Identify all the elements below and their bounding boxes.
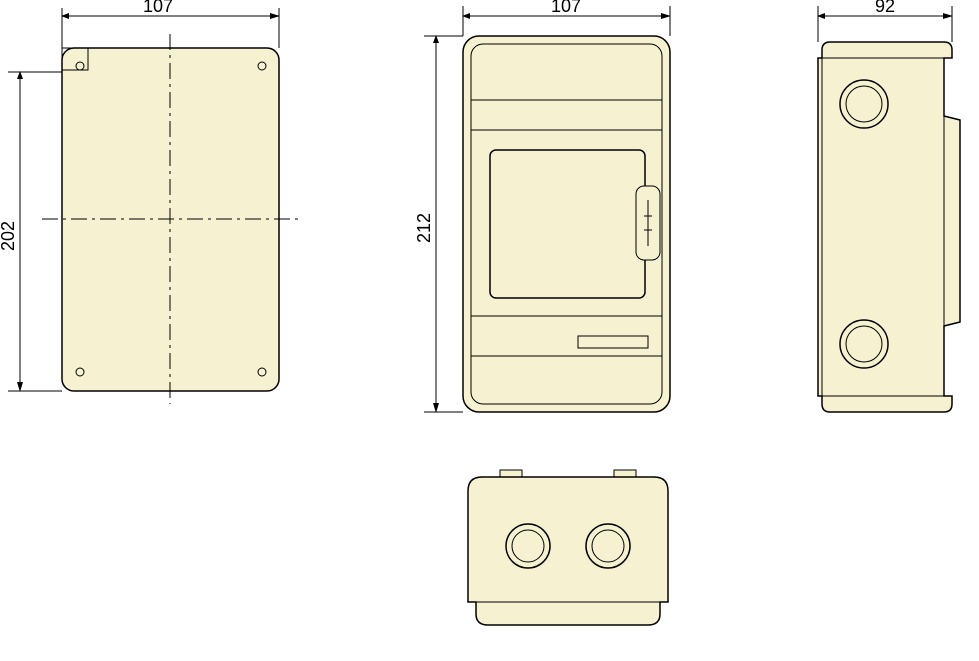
front-height-dim: 212 — [414, 213, 434, 243]
back-height-dim: 202 — [0, 221, 18, 251]
back-width-dim: 107 — [143, 0, 173, 16]
side-width-dim: 92 — [875, 0, 895, 16]
front-width-dim: 107 — [551, 0, 581, 16]
top-view — [468, 470, 668, 625]
top-body — [468, 477, 668, 625]
side-view: 92 — [818, 0, 960, 412]
technical-drawing: 107 202 107 212 — [0, 0, 979, 661]
back-view: 107 202 — [0, 0, 299, 404]
side-body — [818, 42, 960, 412]
front-view: 107 212 — [414, 0, 670, 412]
